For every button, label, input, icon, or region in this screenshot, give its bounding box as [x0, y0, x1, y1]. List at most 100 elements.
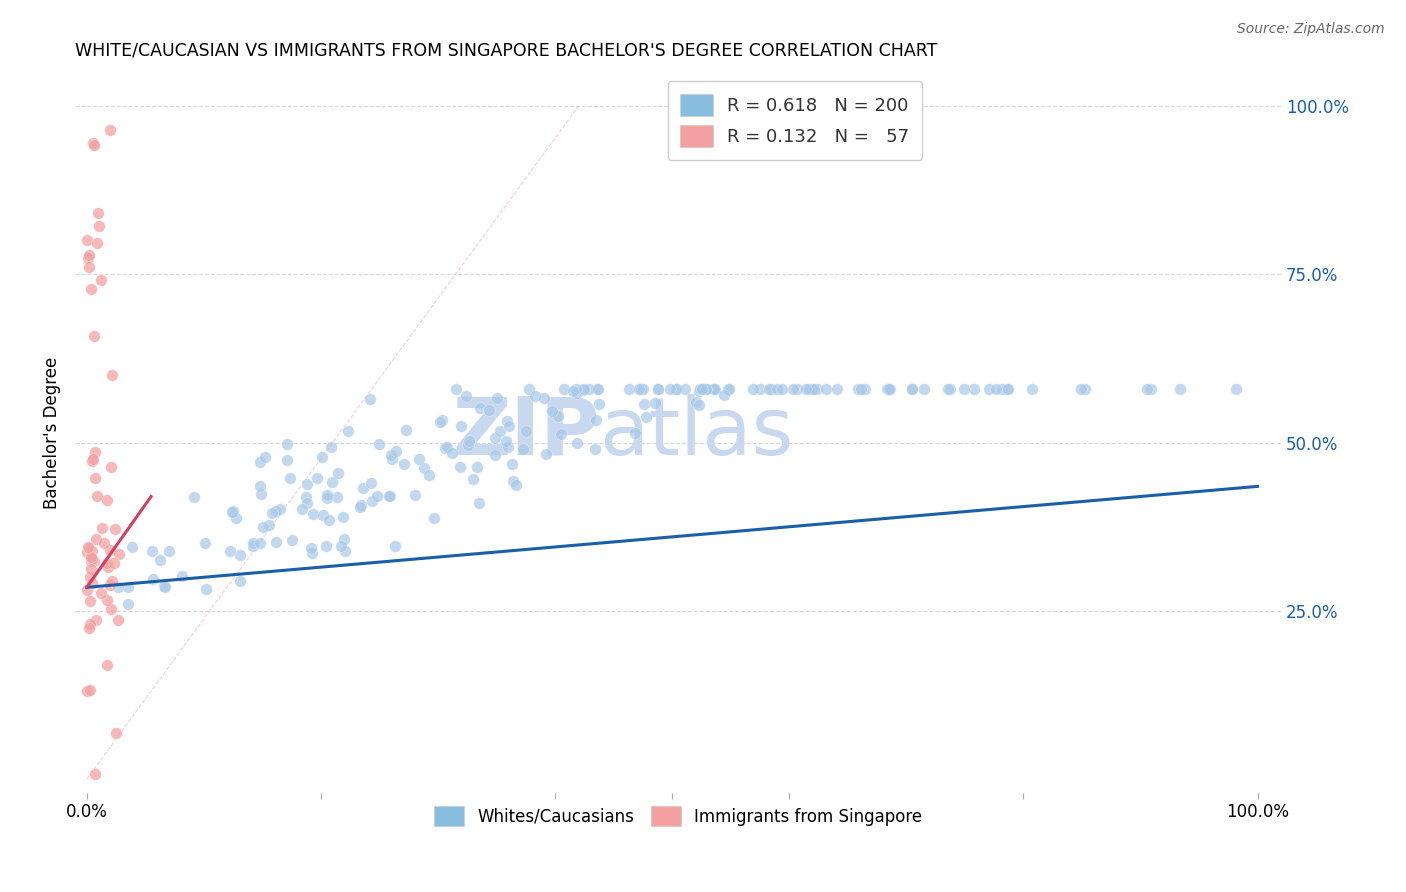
Point: [76, 684, 98, 698]
Point: [1139, 382, 1161, 396]
Point: [101, 574, 124, 589]
Point: [183, 490, 205, 504]
Point: [295, 496, 318, 510]
Point: [107, 581, 129, 595]
Point: [418, 467, 440, 482]
Point: [695, 382, 717, 396]
Point: [876, 382, 898, 396]
Point: [936, 382, 959, 396]
Text: Source: ZipAtlas.com: Source: ZipAtlas.com: [1237, 22, 1385, 37]
Point: [484, 431, 506, 445]
Point: [77, 248, 100, 262]
Point: [495, 414, 517, 428]
Point: [84, 532, 107, 546]
Point: [249, 455, 271, 469]
Point: [879, 382, 901, 396]
Point: [647, 382, 669, 396]
Point: [665, 382, 688, 396]
Point: [588, 396, 610, 410]
Point: [193, 536, 215, 550]
Point: [689, 382, 711, 396]
Point: [276, 437, 298, 451]
Point: [432, 413, 454, 427]
Point: [815, 382, 838, 396]
Point: [96, 556, 118, 570]
Point: [221, 504, 243, 518]
Point: [264, 504, 287, 518]
Point: [794, 382, 817, 396]
Point: [328, 466, 350, 480]
Point: [716, 382, 738, 396]
Point: [82, 452, 104, 467]
Point: [360, 476, 382, 491]
Point: [547, 409, 569, 423]
Point: [90, 521, 112, 535]
Point: [877, 382, 900, 396]
Point: [229, 574, 252, 588]
Point: [79, 550, 101, 565]
Point: [977, 382, 1000, 396]
Point: [316, 491, 339, 505]
Point: [77, 260, 100, 275]
Point: [221, 504, 243, 518]
Point: [803, 382, 825, 396]
Point: [276, 452, 298, 467]
Point: [505, 478, 527, 492]
Point: [627, 382, 650, 396]
Point: [79, 617, 101, 632]
Point: [1070, 382, 1092, 396]
Point: [249, 536, 271, 550]
Point: [806, 382, 828, 396]
Point: [436, 440, 458, 454]
Point: [647, 382, 669, 396]
Point: [470, 401, 492, 415]
Point: [335, 544, 357, 558]
Point: [565, 382, 588, 396]
Point: [912, 382, 935, 396]
Point: [281, 533, 304, 547]
Point: [253, 450, 276, 465]
Point: [703, 382, 725, 396]
Point: [83, 138, 105, 153]
Point: [83, 328, 105, 343]
Point: [97, 560, 120, 574]
Point: [766, 382, 789, 396]
Point: [825, 382, 848, 396]
Point: [703, 382, 725, 396]
Point: [82, 454, 104, 468]
Point: [690, 382, 713, 396]
Legend: Whites/Caucasians, Immigrants from Singapore: Whites/Caucasians, Immigrants from Singa…: [426, 797, 931, 835]
Point: [98, 578, 121, 592]
Point: [301, 545, 323, 559]
Point: [321, 475, 343, 489]
Text: ZIP: ZIP: [453, 393, 599, 472]
Point: [801, 382, 824, 396]
Point: [673, 382, 696, 396]
Point: [98, 543, 121, 558]
Point: [100, 368, 122, 383]
Point: [269, 502, 291, 516]
Point: [454, 389, 477, 403]
Point: [853, 382, 876, 396]
Point: [688, 384, 710, 398]
Point: [82, 136, 104, 150]
Point: [997, 382, 1019, 396]
Point: [636, 409, 658, 424]
Point: [121, 540, 143, 554]
Point: [404, 488, 426, 502]
Point: [433, 441, 456, 455]
Point: [311, 450, 333, 465]
Point: [312, 508, 335, 522]
Point: [586, 382, 609, 396]
Point: [86, 235, 108, 250]
Point: [368, 437, 391, 451]
Point: [378, 489, 401, 503]
Point: [963, 382, 986, 396]
Point: [302, 507, 325, 521]
Point: [93, 536, 115, 550]
Point: [619, 382, 641, 396]
Point: [695, 382, 717, 396]
Point: [468, 496, 491, 510]
Point: [315, 539, 337, 553]
Point: [360, 494, 382, 508]
